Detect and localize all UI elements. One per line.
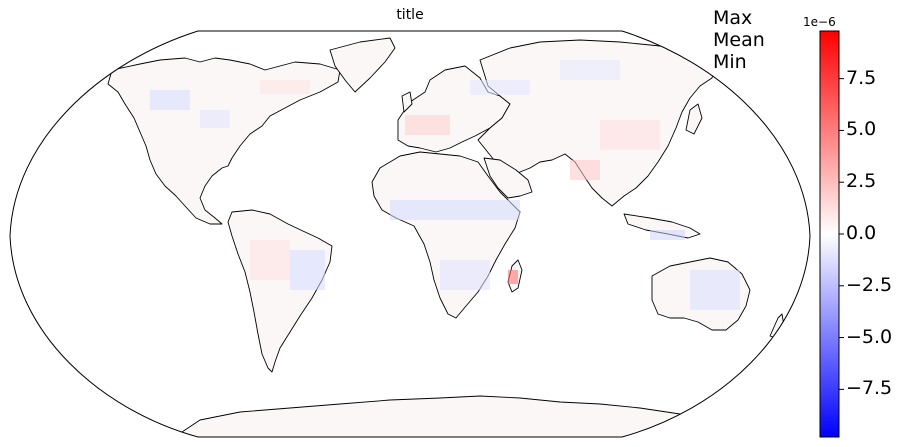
colorbar-exponent: 1e−6 (803, 15, 836, 29)
stats-max-label: Max (713, 7, 753, 29)
colorbar-tick-marks (839, 78, 844, 390)
stats-labels: Max Mean Min (713, 7, 765, 73)
stats-mean-label: Mean (713, 29, 765, 51)
colorbar-tick-label: −2.5 (846, 273, 893, 296)
colorbar-tick-label: 5.0 (846, 118, 877, 141)
colorbar (819, 30, 840, 438)
colorbar-tick-label: 7.5 (846, 66, 877, 89)
land-arabia (483, 157, 533, 199)
colorbar-tick-label: 0.0 (846, 222, 877, 244)
land-greenland (329, 37, 396, 93)
colorbar-tick-label: −7.5 (846, 377, 893, 400)
globe-outline (9, 30, 811, 438)
map-title: title (396, 7, 424, 23)
data-cells (150, 60, 740, 310)
land-uk (401, 91, 413, 113)
stats-min-label: Min (713, 51, 747, 73)
colorbar-tick-label: −5.0 (846, 325, 893, 348)
colorbar-tick-label: 2.5 (846, 170, 877, 193)
land-japan (685, 103, 703, 135)
